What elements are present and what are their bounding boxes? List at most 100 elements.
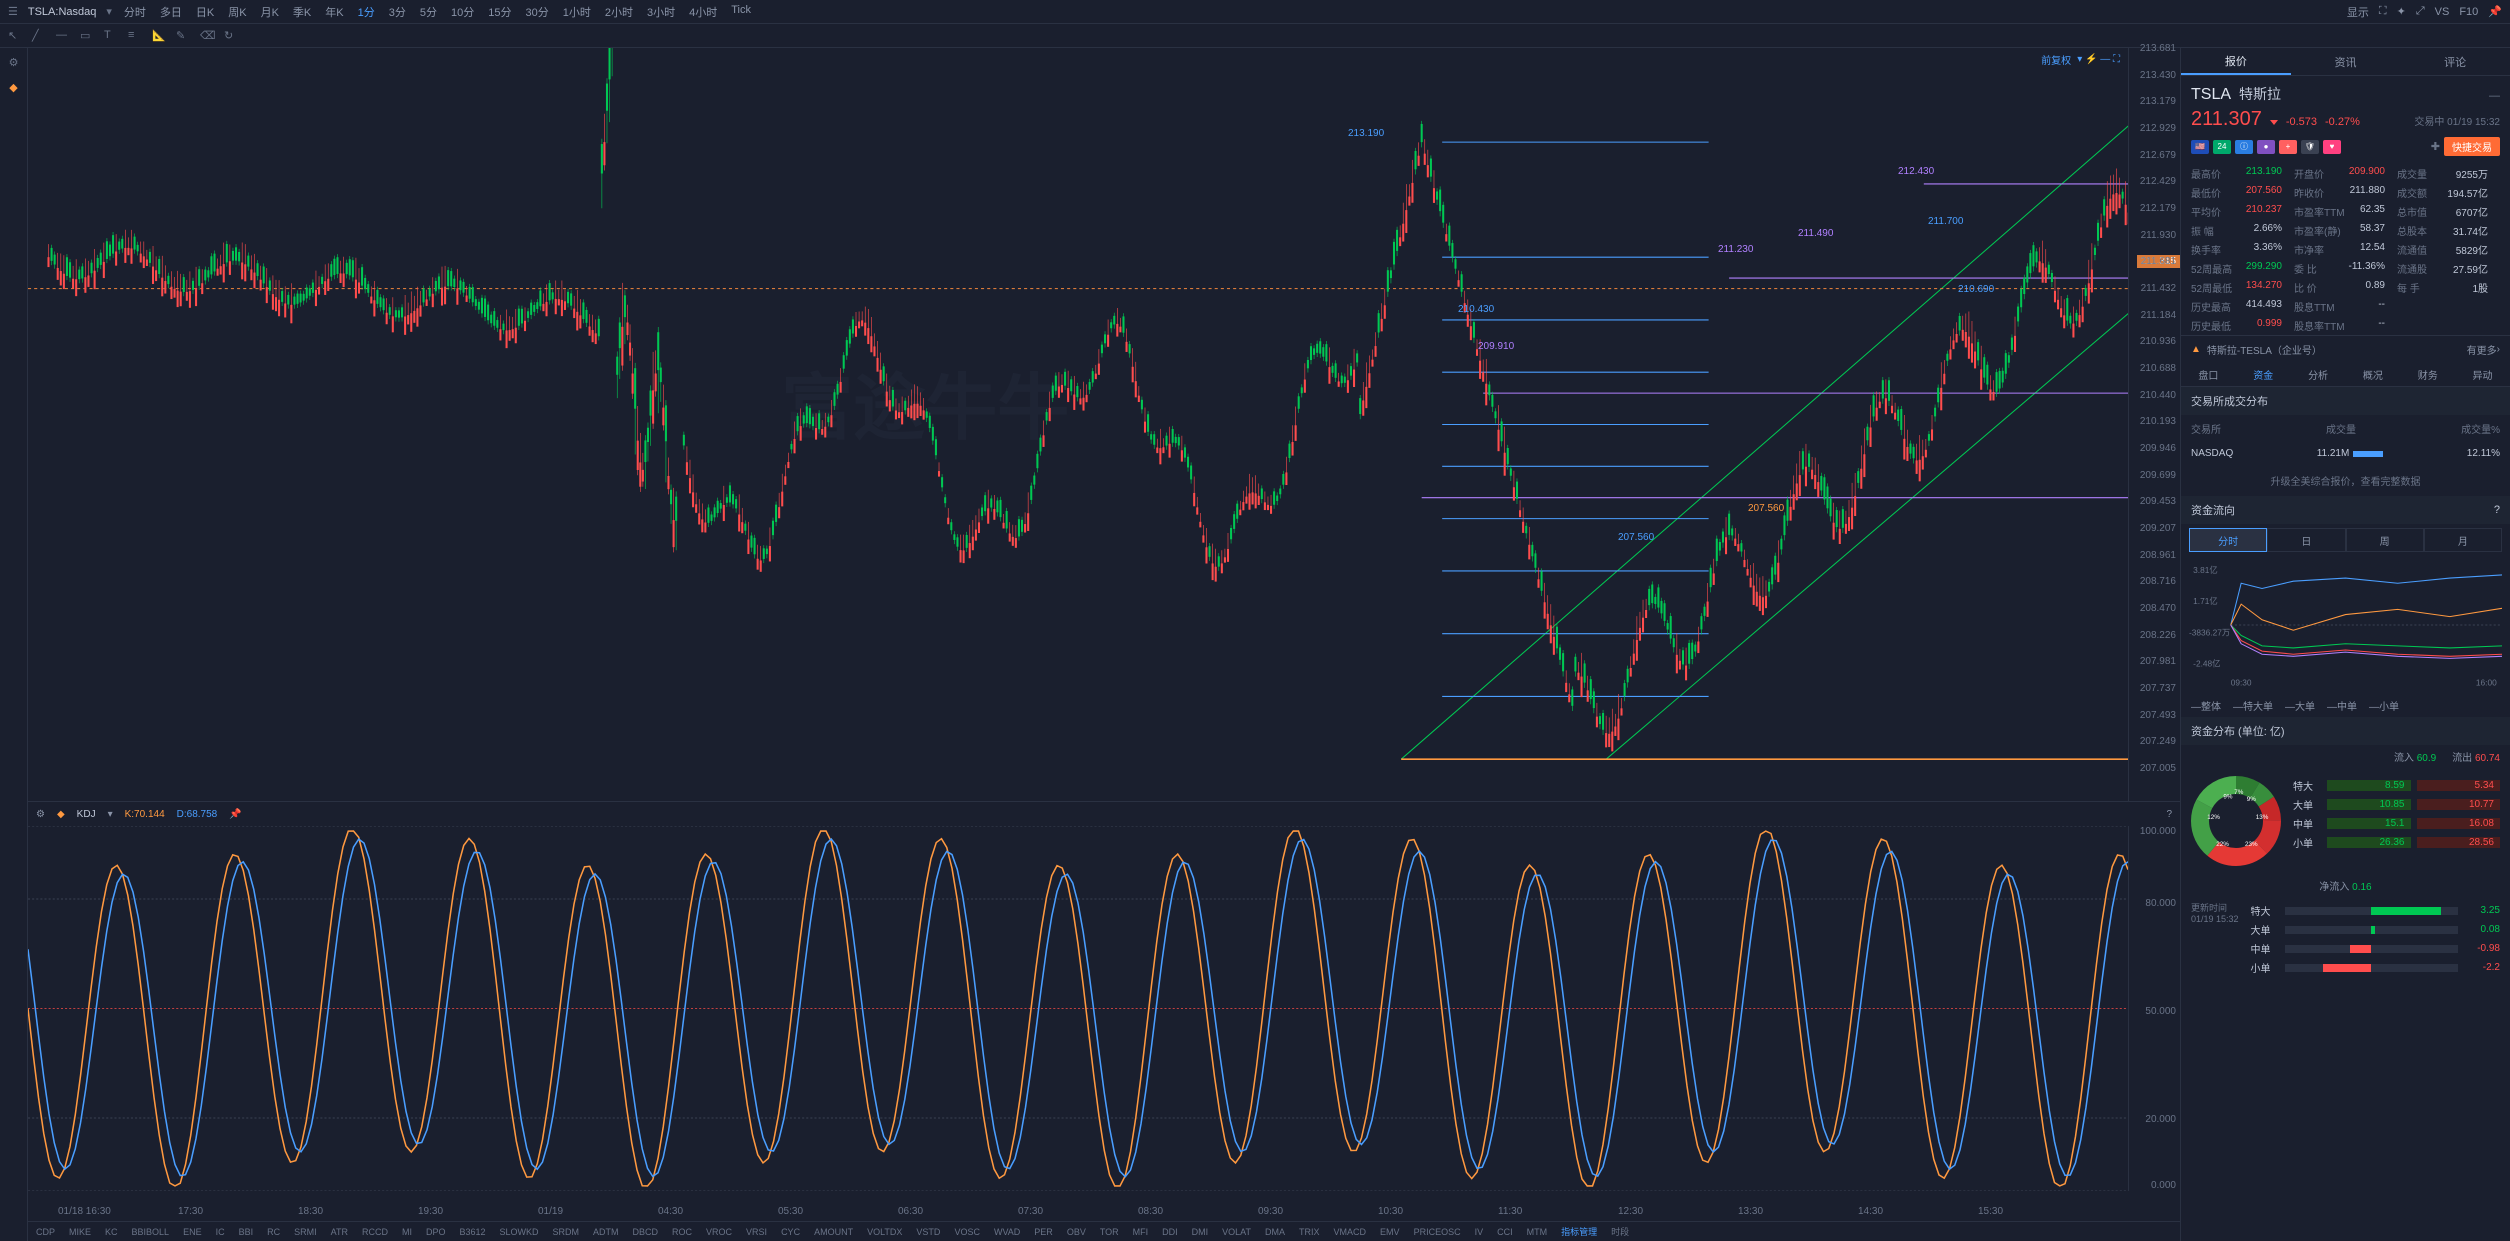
text-tool-icon[interactable]: T (104, 29, 118, 43)
timeframe-1分[interactable]: 1分 (356, 4, 377, 20)
erase-tool-icon[interactable]: ⌫ (200, 29, 214, 43)
company-link[interactable]: 特斯拉-TESLA（企业号） (2207, 342, 2322, 357)
indicator-TRIX[interactable]: TRIX (1299, 1227, 1320, 1237)
indicator-RCCD[interactable]: RCCD (362, 1227, 388, 1237)
indicator-CYC[interactable]: CYC (781, 1227, 800, 1237)
flow-help-icon[interactable]: ? (2494, 504, 2500, 516)
hline-tool-icon[interactable]: — (56, 29, 70, 43)
indicator-AMOUNT[interactable]: AMOUNT (814, 1227, 853, 1237)
add-watchlist-icon[interactable]: ✚ (2431, 140, 2440, 153)
indicator-MI[interactable]: MI (402, 1227, 412, 1237)
main-chart[interactable]: 前复权 ▾ ⚡ — ⛶ 富途牛牛 (28, 48, 2180, 801)
timeframe-3小时[interactable]: 3小时 (645, 4, 677, 20)
indicator-DMA[interactable]: DMA (1265, 1227, 1285, 1237)
indicator-VOLAT[interactable]: VOLAT (1222, 1227, 1251, 1237)
indicator-ADTM[interactable]: ADTM (593, 1227, 619, 1237)
flowtab-周[interactable]: 周 (2346, 528, 2424, 552)
indicator-DPO[interactable]: DPO (426, 1227, 446, 1237)
timeframe-Tick[interactable]: Tick (729, 4, 753, 20)
indicator-VOSC[interactable]: VOSC (954, 1227, 980, 1237)
indicator-CDP[interactable]: CDP (36, 1227, 55, 1237)
flowtab-日[interactable]: 日 (2267, 528, 2345, 552)
kdj-gear-icon[interactable]: ⚙ (36, 809, 45, 820)
indicator-VSTD[interactable]: VSTD (916, 1227, 940, 1237)
indicator-RC[interactable]: RC (267, 1227, 280, 1237)
upgrade-message[interactable]: 升级全美综合报价，查看完整数据 (2181, 465, 2510, 496)
timeframe-3分[interactable]: 3分 (387, 4, 408, 20)
indicator-BBIBOLL[interactable]: BBIBOLL (132, 1227, 170, 1237)
flowtab-月[interactable]: 月 (2424, 528, 2502, 552)
line-tool-icon[interactable]: ╱ (32, 29, 46, 43)
subtab-异动[interactable]: 异动 (2455, 363, 2510, 386)
ordertab[interactable]: —特大单 (2233, 698, 2273, 713)
ticker-symbol[interactable]: TSLA:Nasdaq (28, 6, 96, 18)
subtab-概况[interactable]: 概况 (2345, 363, 2400, 386)
fib-tool-icon[interactable]: ≡ (128, 29, 142, 43)
subtab-盘口[interactable]: 盘口 (2181, 363, 2236, 386)
indicator-MIKE[interactable]: MIKE (69, 1227, 91, 1237)
subtab-财务[interactable]: 财务 (2400, 363, 2455, 386)
indicator-EMV[interactable]: EMV (1380, 1227, 1400, 1237)
indicator-CCI[interactable]: CCI (1497, 1227, 1513, 1237)
indicator-SRMI[interactable]: SRMI (294, 1227, 317, 1237)
indicator-DBCD[interactable]: DBCD (633, 1227, 659, 1237)
kdj-pin-icon[interactable]: 📌 (229, 809, 241, 820)
rp-tab-评论[interactable]: 评论 (2400, 48, 2510, 75)
timeframe-30分[interactable]: 30分 (523, 4, 550, 20)
timeframe-日K[interactable]: 日K (194, 4, 216, 20)
crosshair-icon[interactable]: ✦ (2397, 5, 2406, 18)
ticker-dropdown-icon[interactable]: ▾ (106, 5, 112, 18)
diamond-icon[interactable]: ◆ (9, 81, 17, 94)
timeframe-季K[interactable]: 季K (291, 4, 313, 20)
rp-tab-报价[interactable]: 报价 (2181, 48, 2291, 75)
indicator-VRSI[interactable]: VRSI (746, 1227, 767, 1237)
indicator-KC[interactable]: KC (105, 1227, 118, 1237)
ordertab[interactable]: —大单 (2285, 698, 2315, 713)
indicator-SRDM[interactable]: SRDM (553, 1227, 580, 1237)
badge-shield-icon[interactable]: 🛡 (2301, 140, 2319, 154)
indicator-PER[interactable]: PER (1034, 1227, 1053, 1237)
badge-info-icon[interactable]: ⓘ (2235, 140, 2253, 154)
indicator-MFI[interactable]: MFI (1133, 1227, 1149, 1237)
indicator-指标管理[interactable]: 指标管理 (1561, 1225, 1597, 1238)
ordertab[interactable]: —小单 (2369, 698, 2399, 713)
timeframe-1小时[interactable]: 1小时 (561, 4, 593, 20)
rp-tab-资讯[interactable]: 资讯 (2291, 48, 2401, 75)
indicator-B3612[interactable]: B3612 (459, 1227, 485, 1237)
rect-tool-icon[interactable]: ▭ (80, 29, 94, 43)
indicator-IC[interactable]: IC (216, 1227, 225, 1237)
ordertab[interactable]: —中单 (2327, 698, 2357, 713)
chevron-right-icon[interactable]: › (2497, 344, 2500, 355)
timeframe-10分[interactable]: 10分 (449, 4, 476, 20)
menu-icon[interactable]: ☰ (8, 5, 18, 18)
indicator-VROC[interactable]: VROC (706, 1227, 732, 1237)
measure-tool-icon[interactable]: 📐 (152, 29, 166, 43)
pin-icon[interactable]: 📌 (2488, 5, 2502, 18)
timeframe-4小时[interactable]: 4小时 (687, 4, 719, 20)
badge-heart-icon[interactable]: ♥ (2323, 140, 2341, 154)
indicator-WVAD[interactable]: WVAD (994, 1227, 1020, 1237)
indicator-ROC[interactable]: ROC (672, 1227, 692, 1237)
kdj-help-icon[interactable]: ? (2166, 809, 2172, 820)
close-panel-icon[interactable]: — (2489, 90, 2500, 102)
brush-tool-icon[interactable]: ✎ (176, 29, 190, 43)
indicator-TOR[interactable]: TOR (1100, 1227, 1119, 1237)
ordertab[interactable]: —整体 (2191, 698, 2221, 713)
timeframe-多日[interactable]: 多日 (158, 4, 184, 20)
timeframe-分时[interactable]: 分时 (122, 4, 148, 20)
f10-label[interactable]: F10 (2459, 6, 2478, 18)
indicator-时段[interactable]: 时段 (1611, 1225, 1629, 1238)
display-label[interactable]: 显示 (2347, 4, 2369, 20)
subtab-资金[interactable]: 资金 (2236, 363, 2291, 386)
settings-icon[interactable]: ⛶ (2379, 5, 2387, 18)
indicator-DDI[interactable]: DDI (1162, 1227, 1178, 1237)
indicator-BBI[interactable]: BBI (239, 1227, 254, 1237)
refresh-tool-icon[interactable]: ↻ (224, 29, 238, 43)
indicator-VMACD[interactable]: VMACD (1334, 1227, 1367, 1237)
indicator-VOLTDX[interactable]: VOLTDX (867, 1227, 902, 1237)
badge-plus-icon[interactable]: + (2279, 140, 2297, 154)
timeframe-2小时[interactable]: 2小时 (603, 4, 635, 20)
indicator-ENE[interactable]: ENE (183, 1227, 202, 1237)
cursor-tool-icon[interactable]: ↖ (8, 29, 22, 43)
indicator-IV[interactable]: IV (1475, 1227, 1484, 1237)
